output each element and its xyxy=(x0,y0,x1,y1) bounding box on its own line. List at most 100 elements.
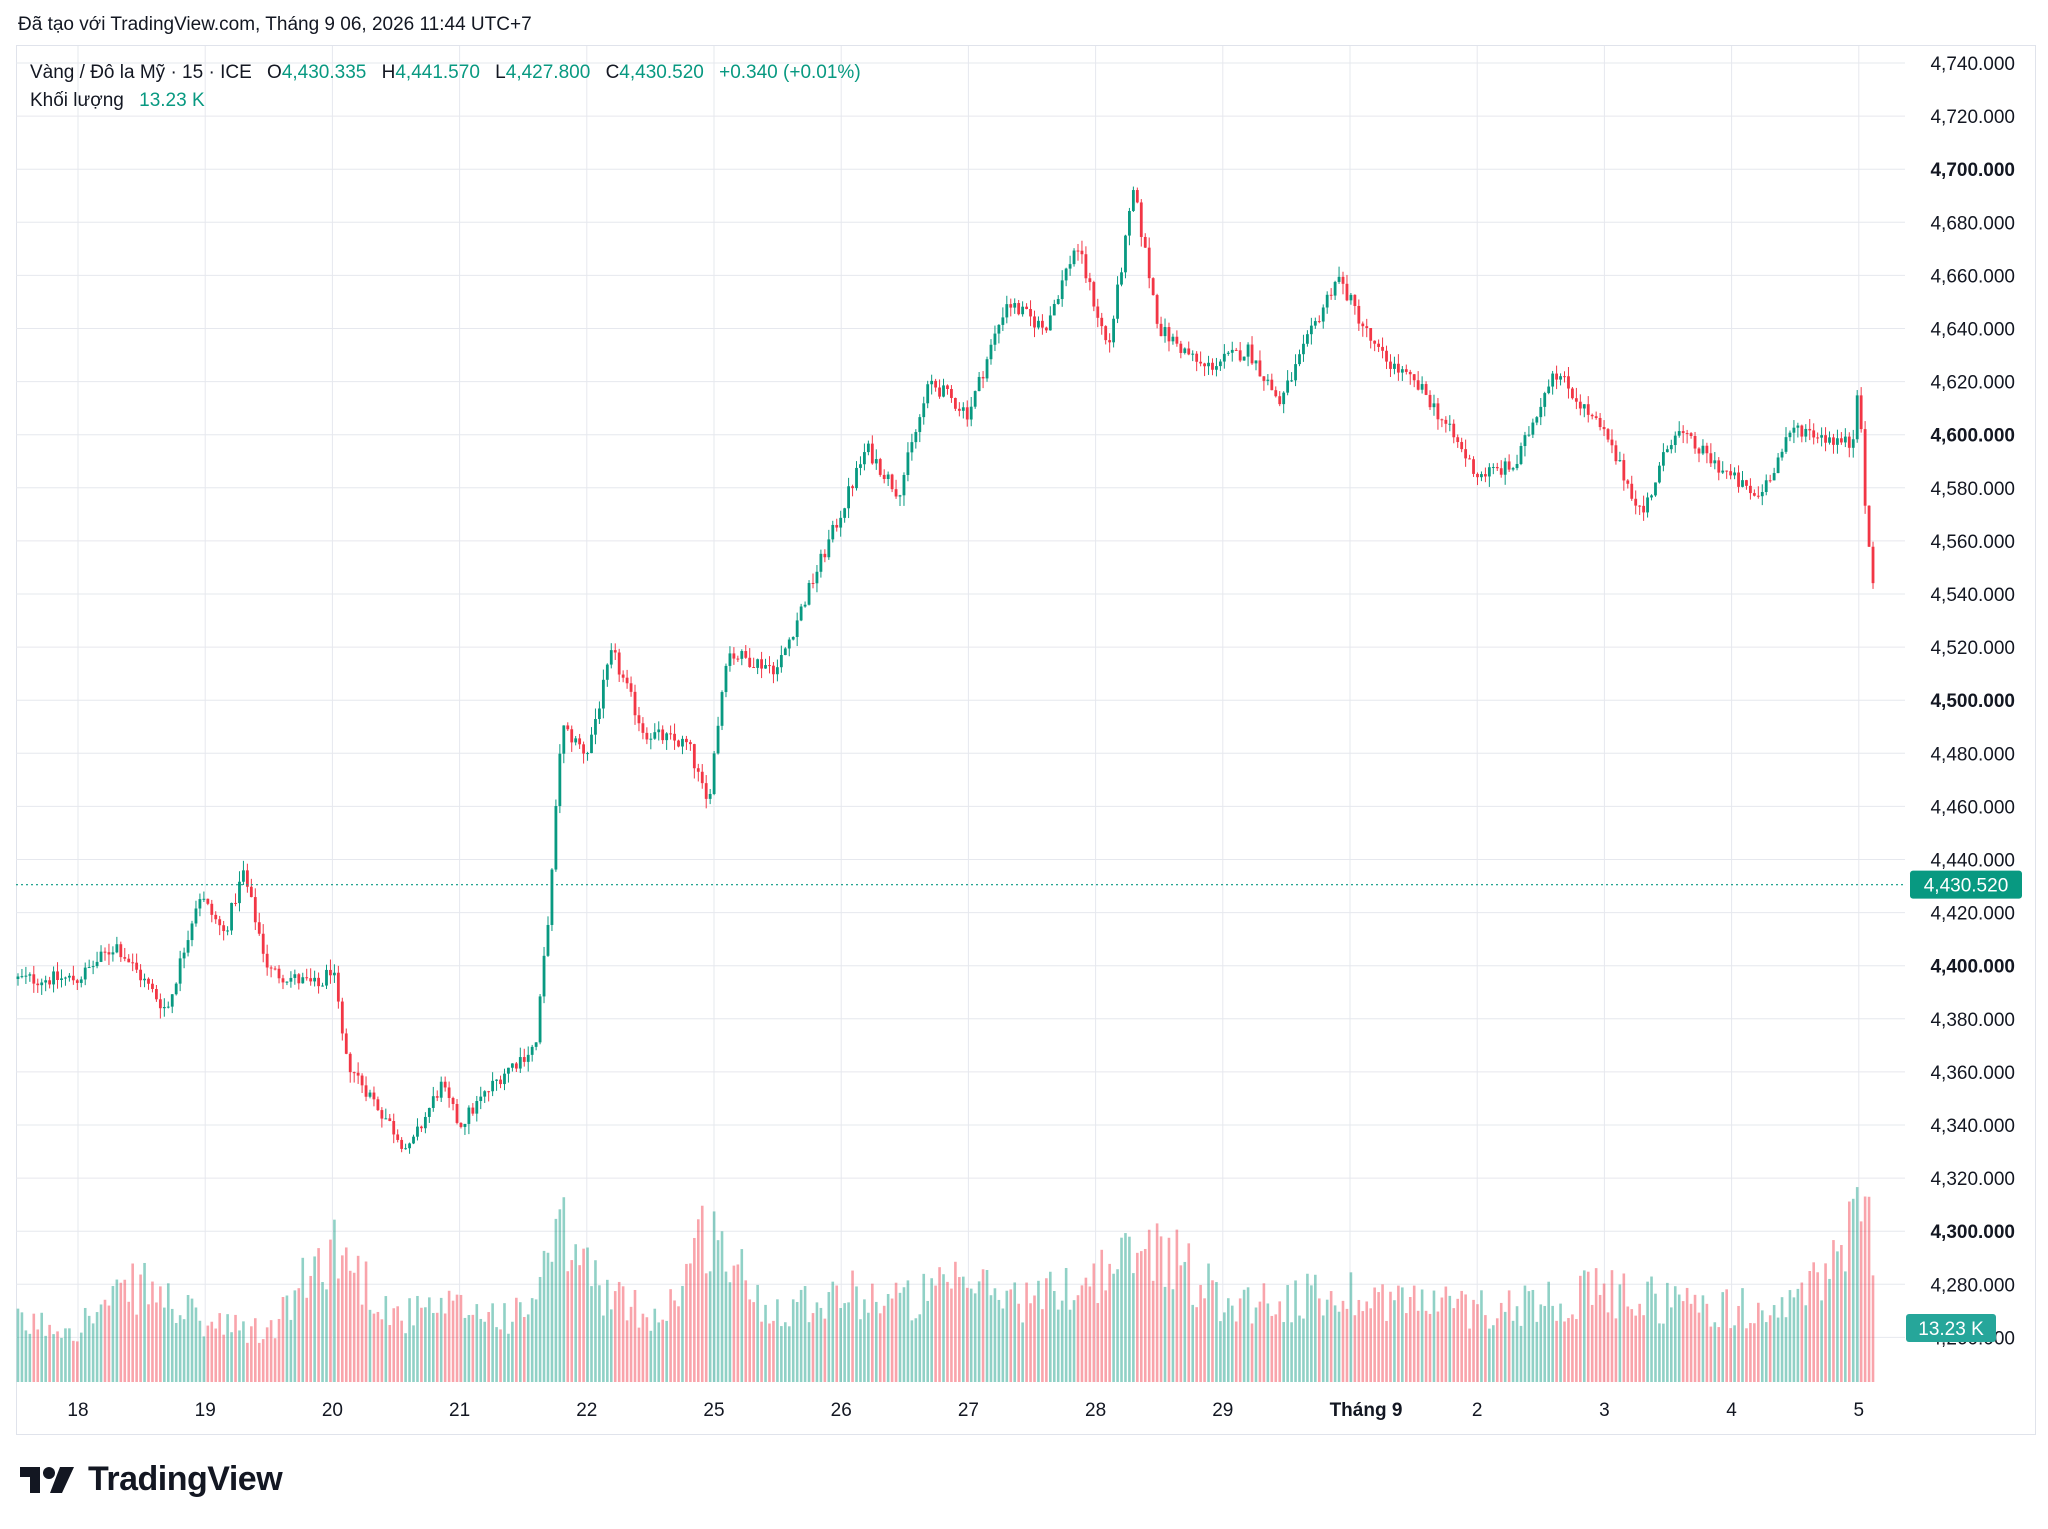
candle-body xyxy=(1072,250,1076,265)
candle-body xyxy=(1567,376,1570,389)
candle-body xyxy=(1163,327,1167,337)
candle-body xyxy=(1745,480,1748,486)
candle-body xyxy=(870,443,874,464)
candle-body xyxy=(16,976,20,979)
volume-bar xyxy=(329,1239,332,1382)
volume-bar xyxy=(1001,1308,1005,1382)
candle-body xyxy=(878,459,882,475)
volume-bar xyxy=(119,1282,123,1382)
candle-body xyxy=(839,517,843,528)
legend-symbol[interactable]: Vàng / Đô la Mỹ · 15 · ICE xyxy=(30,62,252,83)
volume-bar xyxy=(511,1321,514,1382)
tradingview-logo[interactable]: TradingView xyxy=(20,1460,283,1499)
candle-body xyxy=(1393,363,1396,369)
volume-bar xyxy=(230,1332,233,1382)
volume-bar xyxy=(447,1290,451,1382)
candle-body xyxy=(297,974,301,984)
candle-body xyxy=(392,1121,396,1135)
candle-body xyxy=(238,881,241,904)
candle-body xyxy=(518,1057,522,1069)
candle-body xyxy=(1147,247,1151,279)
price-markers: 4,430.520 13.23 K xyxy=(16,870,2022,1342)
volume-bar xyxy=(1242,1289,1246,1382)
volume-bar xyxy=(285,1295,289,1382)
volume-bar xyxy=(997,1299,1001,1382)
volume-bar xyxy=(764,1304,767,1382)
candle-body xyxy=(1270,379,1274,391)
volume-bar xyxy=(1844,1271,1847,1382)
candle-body xyxy=(574,738,578,743)
volume-bar xyxy=(1480,1290,1483,1382)
volume-bar xyxy=(1056,1309,1060,1382)
candle-body xyxy=(1242,356,1246,361)
volume-bar xyxy=(1725,1289,1728,1382)
candle-body xyxy=(1456,437,1460,443)
candle-body xyxy=(1412,374,1416,381)
volume-bar xyxy=(420,1307,423,1382)
candle-body xyxy=(463,1123,467,1127)
candle-body xyxy=(665,733,669,741)
candle-body xyxy=(1317,321,1321,323)
volume-bar xyxy=(550,1261,554,1382)
candle-body xyxy=(218,919,222,926)
volume-bar xyxy=(24,1330,28,1382)
volume-bar xyxy=(586,1247,589,1382)
candle-body xyxy=(1836,438,1839,445)
volume-bar xyxy=(1784,1317,1788,1382)
volume-bar xyxy=(649,1330,653,1382)
volume-bar xyxy=(1139,1251,1143,1382)
candle-body xyxy=(621,674,625,678)
volume-bar xyxy=(341,1255,344,1382)
x-tick-label: 5 xyxy=(1854,1400,1865,1421)
volume-bar xyxy=(396,1306,399,1382)
volume-bar xyxy=(1555,1320,1558,1382)
volume-bar xyxy=(752,1302,755,1382)
volume-bar xyxy=(1626,1306,1630,1382)
candle-body xyxy=(1092,282,1096,307)
candle-body xyxy=(1776,457,1780,474)
volume-bar xyxy=(174,1322,178,1382)
y-tick-label: 4,380.000 xyxy=(1930,1010,2015,1031)
volume-bar xyxy=(305,1297,309,1382)
volume-bar xyxy=(1531,1289,1535,1382)
candle-body xyxy=(182,952,186,959)
candle-body xyxy=(1729,471,1733,476)
candle-body xyxy=(950,389,953,398)
volume-bar xyxy=(471,1314,475,1382)
volume-bar xyxy=(170,1308,174,1382)
volume-bar xyxy=(839,1308,842,1382)
candle-body xyxy=(376,1099,380,1111)
candle-body xyxy=(127,958,131,963)
candle-body xyxy=(1507,461,1511,470)
volume-bar xyxy=(768,1323,771,1382)
candle-body xyxy=(1618,460,1622,462)
volume-bar xyxy=(958,1277,961,1382)
candle-body xyxy=(1843,436,1847,443)
volume-bar xyxy=(1183,1261,1187,1382)
candle-body xyxy=(1824,435,1827,443)
volume-bar xyxy=(1650,1276,1653,1382)
volume-bar xyxy=(1863,1196,1867,1382)
volume-bar xyxy=(1492,1325,1495,1382)
volume-bar xyxy=(1290,1322,1293,1382)
candle-body xyxy=(198,899,202,909)
candle-body xyxy=(649,738,653,740)
candle-body xyxy=(586,753,589,755)
volume-bar xyxy=(1072,1300,1076,1382)
candle-body xyxy=(578,738,582,745)
volume-bar xyxy=(582,1248,585,1382)
volume-bar xyxy=(530,1298,534,1382)
candle-body xyxy=(934,380,938,388)
x-tick-label: Tháng 9 xyxy=(1330,1400,1403,1421)
candle-body xyxy=(807,582,811,605)
volume-bar xyxy=(1594,1268,1598,1382)
candle-body xyxy=(1717,460,1721,473)
volume-bar xyxy=(1254,1307,1258,1382)
legend-volume-label[interactable]: Khối lượng xyxy=(30,90,124,111)
candle-body xyxy=(1230,349,1234,353)
volume-bar xyxy=(1693,1294,1697,1382)
volume-bar xyxy=(914,1318,918,1382)
candle-body xyxy=(24,975,28,977)
candle-body xyxy=(985,359,989,379)
